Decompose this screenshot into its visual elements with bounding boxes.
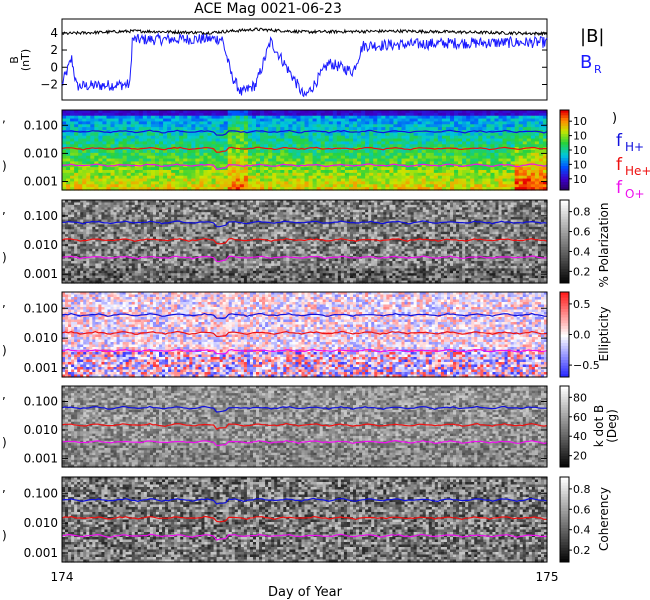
legend-total-field: |B| [580, 26, 604, 47]
legend-gyro-he-sub: He+ [625, 164, 650, 178]
y-axis-glyph: , [2, 111, 6, 125]
legend-radial-sub: R [594, 63, 602, 76]
y-tick-label: 4 [50, 26, 58, 40]
colorbar-tick-label: 10 [573, 115, 587, 128]
legend-gyro-o: f [616, 178, 623, 198]
legend-gyro-h-sub: H+ [625, 140, 644, 154]
power-colorbar: 1010101010 [560, 110, 587, 191]
gyrofrequency-legend: f H+f He+f O+ [616, 131, 650, 201]
field-panel: 4 2 0 −2 B(nT) |B| B R [8, 19, 604, 100]
legend-gyro-h: f [616, 131, 623, 151]
legend-radial-field: B [580, 52, 592, 73]
y-tick-label: 0.100 [24, 118, 58, 132]
ylabel-line2: (nT) [19, 49, 32, 71]
polarization-panel: 0.1000.0100.001,)0.80.60.40.2% Polarizat… [2, 200, 611, 287]
colorbar-tick-label: 10 [573, 144, 587, 157]
colorbar-label: ) [612, 111, 617, 126]
colorbar-tick-label: 10 [573, 158, 587, 171]
y-tick-label: 0.010 [24, 146, 58, 160]
colorbar-tick-label: 10 [573, 130, 587, 143]
y-tick-label: 2 [50, 43, 58, 57]
y-tick-label: 0 [50, 60, 58, 74]
y-tick-label: −2 [40, 77, 58, 91]
y-tick-label: 0.001 [24, 175, 58, 189]
legend-gyro-o-sub: O+ [625, 187, 645, 201]
chart-title: ACE Mag 0021-06-23 [194, 1, 342, 17]
field-ylabel: B(nT) [8, 49, 32, 71]
legend-gyro-he: f [616, 155, 623, 175]
y-axis-glyph: ) [2, 159, 7, 173]
colorbar-tick-label: 10 [573, 173, 587, 186]
